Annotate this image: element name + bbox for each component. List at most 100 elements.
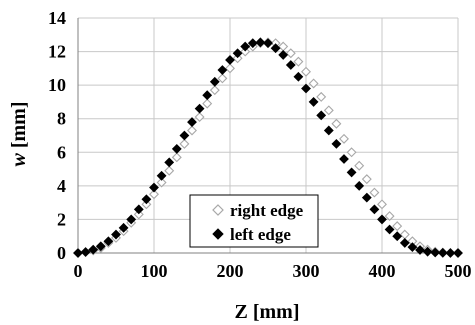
data-point [422,246,433,257]
data-point [392,221,403,232]
data-point [171,144,182,154]
data-point [346,147,357,158]
data-point [164,157,175,168]
data-point [187,117,197,127]
y-tick-label: 10 [48,75,66,95]
data-point [95,241,106,252]
y-tick-label: 14 [48,8,66,28]
data-point [133,204,144,215]
data-point [392,231,403,242]
data-point [339,133,349,144]
data-point [361,192,372,203]
data-point [240,46,251,57]
data-point [164,165,175,176]
data-point [369,187,380,198]
data-point [171,152,182,163]
data-point [354,180,365,191]
data-point [301,66,311,77]
data-point [225,63,235,74]
data-point [217,65,228,75]
y-tick-label: 2 [57,209,66,229]
data-point [141,194,152,205]
data-point [80,247,91,257]
data-point [209,76,220,87]
data-point [331,118,342,129]
y-axis-title-unit: [mm] [8,102,30,149]
data-point [217,73,228,84]
y-tick-label: 4 [57,176,66,196]
x-tick-label: 300 [293,261,320,281]
data-point [384,211,395,222]
data-point [377,199,387,210]
data-point [278,50,289,60]
data-point [187,125,197,136]
data-point [225,55,235,65]
x-axis-title: Z [mm] [235,301,300,323]
data-point [179,138,190,149]
data-point [293,56,304,67]
data-point [88,244,99,255]
data-point [445,248,456,258]
data-point [354,160,365,171]
data-point [118,222,129,233]
x-tick-label: 400 [369,261,396,281]
data-point [399,238,410,248]
ticks-layer: 0 100 200 300 400 500 0 2 4 6 8 10 12 14 [48,8,472,281]
data-point [270,43,281,54]
y-axis-title-main: w [8,152,30,166]
data-point [415,245,425,255]
data-point [346,167,357,178]
x-tick-label: 500 [445,261,472,281]
data-point [141,199,152,210]
data-point [384,224,395,235]
data-point [323,105,334,116]
data-point [255,37,266,48]
data-point [156,177,167,188]
data-point [361,174,372,185]
y-tick-label: 8 [57,109,66,129]
data-point [453,248,463,258]
data-point [232,53,243,64]
legend-marker-left-edge [212,228,224,240]
data-point [179,130,190,141]
data-point [437,247,448,258]
data-point [407,242,418,253]
y-tick-label: 12 [48,42,66,62]
data-point [323,125,334,136]
data-point [247,38,258,49]
data-point [308,97,319,107]
data-point [126,214,137,225]
legend-label-right-edge: right edge [230,201,304,220]
legend-label-left-edge: left edge [230,225,291,244]
data-point [103,236,114,247]
x-tick-label: 100 [141,261,168,281]
data-point [156,170,167,181]
data-point [377,214,387,225]
data-point [240,41,251,52]
data-point [339,154,349,164]
data-point [209,85,220,96]
axes-layer [77,18,458,254]
legend-marker-right-edge [212,204,224,216]
data-point [293,71,304,82]
data-point [399,229,410,240]
data-point [369,204,380,215]
y-axis-title: w [mm] [8,102,30,167]
data-point [194,103,205,114]
x-tick-label: 0 [74,261,83,281]
legend-box [189,194,319,248]
data-point [285,60,296,70]
data-point [149,189,159,200]
data-point [202,90,213,101]
data-point [111,229,121,240]
data-point [73,248,83,258]
data-point [202,98,213,109]
data-point [194,112,205,123]
data-point [331,138,342,149]
data-point [278,41,289,52]
data-point [301,83,311,94]
data-point [308,78,319,89]
series-layer [73,37,463,258]
